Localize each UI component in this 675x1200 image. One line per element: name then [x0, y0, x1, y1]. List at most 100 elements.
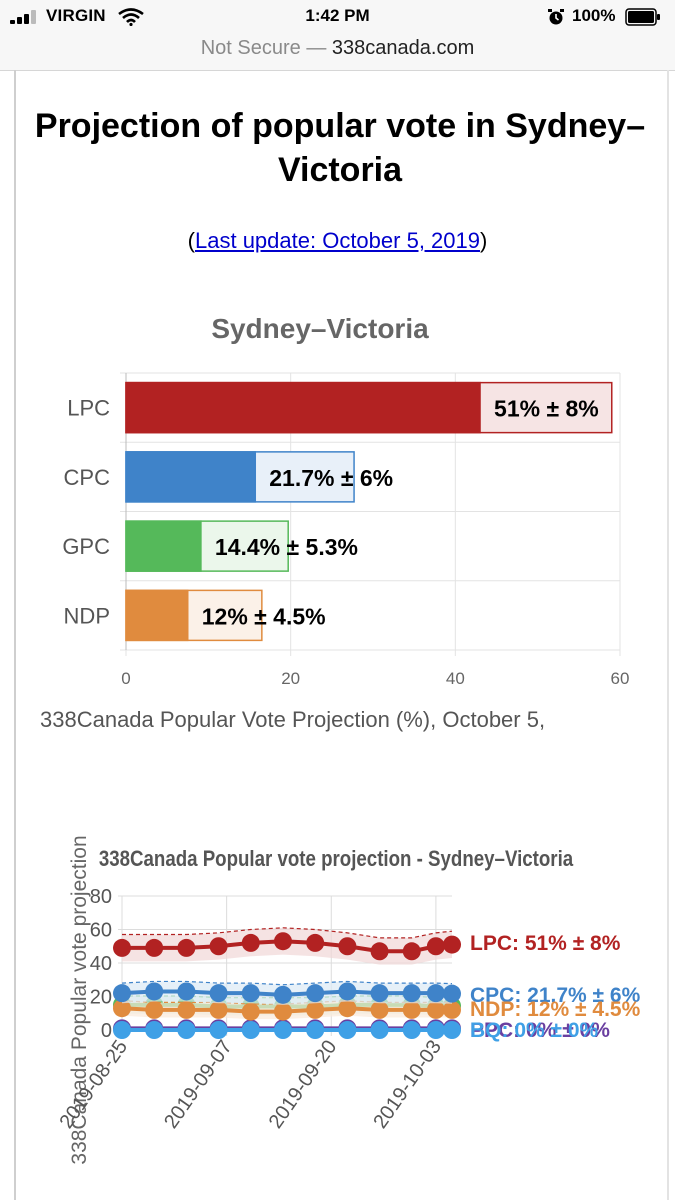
line-series-label: LPC: 51% ± 8%: [470, 932, 621, 955]
bar-x-tick-label: 20: [281, 669, 300, 688]
line-point: [443, 1000, 461, 1019]
line-y-tick-label: 40: [90, 953, 112, 975]
line-point: [241, 1002, 260, 1021]
line-point: [338, 937, 357, 956]
bar-category-label: CPC: [64, 465, 111, 490]
line-point: [306, 933, 325, 952]
line-point: [177, 982, 196, 1001]
line-point: [209, 1021, 228, 1039]
line-x-tick-label: 2019-09-07: [160, 1036, 237, 1132]
line-point: [273, 932, 292, 951]
line-point: [113, 1021, 131, 1039]
battery-icon: [625, 8, 660, 26]
bar-x-tick-label: 60: [611, 669, 630, 688]
bar: [125, 520, 202, 572]
line-point: [402, 1021, 421, 1039]
bar-chart: Sydney–Victoria 0 20 40 60 LPC 51% ± 8% CPC 21.7…: [40, 313, 630, 732]
bar-category-label: LPC: [67, 396, 110, 421]
line-error-upper: [122, 927, 453, 939]
clock: 1:42 PM: [305, 6, 370, 25]
line-point: [177, 938, 196, 957]
line-point: [273, 1002, 292, 1021]
line-x-tick-label: 2019-10-03: [369, 1036, 446, 1132]
bar-chart-title: Sydney–Victoria: [211, 313, 429, 344]
bar-data-label: 21.7% ± 6%: [269, 465, 393, 491]
line-point: [370, 942, 389, 961]
line-chart: 338Canada Popular vote projection - Sydn…: [55, 835, 641, 1164]
line-point: [402, 942, 421, 961]
line-series-label: BQ: 0% ± 0%: [470, 1019, 599, 1042]
line-point: [113, 984, 131, 1003]
update-paren-open: (: [187, 228, 195, 253]
battery-percent: 100%: [572, 6, 616, 25]
line-point: [113, 938, 131, 957]
bar: [125, 451, 257, 503]
line-point: [145, 1021, 164, 1039]
page-border-left: [14, 70, 16, 1200]
bar-data-label: 51% ± 8%: [494, 396, 599, 422]
line-point: [241, 984, 260, 1003]
line-point: [370, 1021, 389, 1039]
line-y-tick-label: 80: [90, 886, 112, 908]
line-point: [338, 1021, 357, 1039]
line-series-label: CPC: 21.7% ± 6%: [470, 984, 641, 1007]
wifi-icon: [118, 8, 144, 26]
line-x-tick-label: 2019-08-25: [55, 1036, 132, 1132]
bar-data-label: 12% ± 4.5%: [202, 603, 326, 629]
line-point: [113, 999, 131, 1018]
line-series-label: NDP: 12% ± 4.5%: [470, 998, 641, 1021]
line-point: [443, 935, 461, 954]
line-point: [426, 1021, 445, 1039]
line-point: [370, 1000, 389, 1019]
update-paren-close: ): [479, 228, 488, 253]
line-point: [273, 985, 292, 1004]
line-point: [426, 937, 445, 956]
line-y-tick-label: 0: [101, 1020, 112, 1042]
line-point: [241, 933, 260, 952]
line-y-tick-label: 60: [90, 920, 112, 942]
line-point: [370, 984, 389, 1003]
line-point: [177, 1021, 196, 1039]
line-point: [273, 1021, 292, 1039]
line-y-axis-title: 338Canada Popular vote projection: [68, 835, 91, 1164]
page-border-right: [667, 70, 669, 1200]
bar-category-label: GPC: [62, 534, 110, 559]
url-separator: —: [300, 37, 332, 59]
alarm-icon: [548, 9, 564, 25]
line-point: [338, 982, 357, 1001]
url-domain: 338canada.com: [331, 37, 475, 59]
bar-data-label: 14.4% ± 5.3%: [215, 534, 358, 560]
bar-x-tick-label: 0: [121, 669, 130, 688]
line-chart-title: 338Canada Popular vote projection - Sydn…: [99, 848, 574, 872]
bar-category-label: NDP: [64, 603, 110, 628]
line-point: [443, 984, 461, 1003]
bar-x-axis-title: 338Canada Popular Vote Projection (%), O…: [40, 707, 545, 732]
carrier-name: VIRGIN: [46, 6, 106, 25]
line-error-upper: [121, 980, 453, 986]
line-point: [306, 1000, 325, 1019]
line-point: [426, 984, 445, 1003]
bar: [125, 589, 189, 642]
line-point: [443, 1021, 461, 1039]
line-point: [241, 1021, 260, 1039]
line-point: [209, 1000, 228, 1019]
line-point: [145, 1000, 164, 1019]
line-series-label: PPC: 0% ± 0%: [470, 1019, 610, 1042]
last-update-link[interactable]: Last update: October 5, 2019: [195, 228, 480, 253]
line-y-tick-label: 20: [90, 987, 112, 1009]
address-bar[interactable]: Not Secure — 338canada.com: [0, 32, 675, 71]
status-bar: VIRGIN 1:42 PM 100%: [0, 0, 675, 32]
line-point: [306, 984, 325, 1003]
line-point: [402, 1000, 421, 1019]
page-title: Projection of popular vote in Sydney–Vic…: [34, 107, 646, 189]
line-point: [426, 1000, 445, 1019]
line-point: [145, 982, 164, 1001]
line-point: [177, 1000, 196, 1019]
last-update: (Last update: October 5, 2019): [0, 228, 675, 254]
line-point: [402, 984, 421, 1003]
line-point: [306, 1021, 325, 1039]
bar-x-tick-label: 40: [446, 669, 465, 688]
bar: [125, 381, 481, 434]
line-point: [209, 937, 228, 956]
signal-icon: [10, 10, 40, 24]
